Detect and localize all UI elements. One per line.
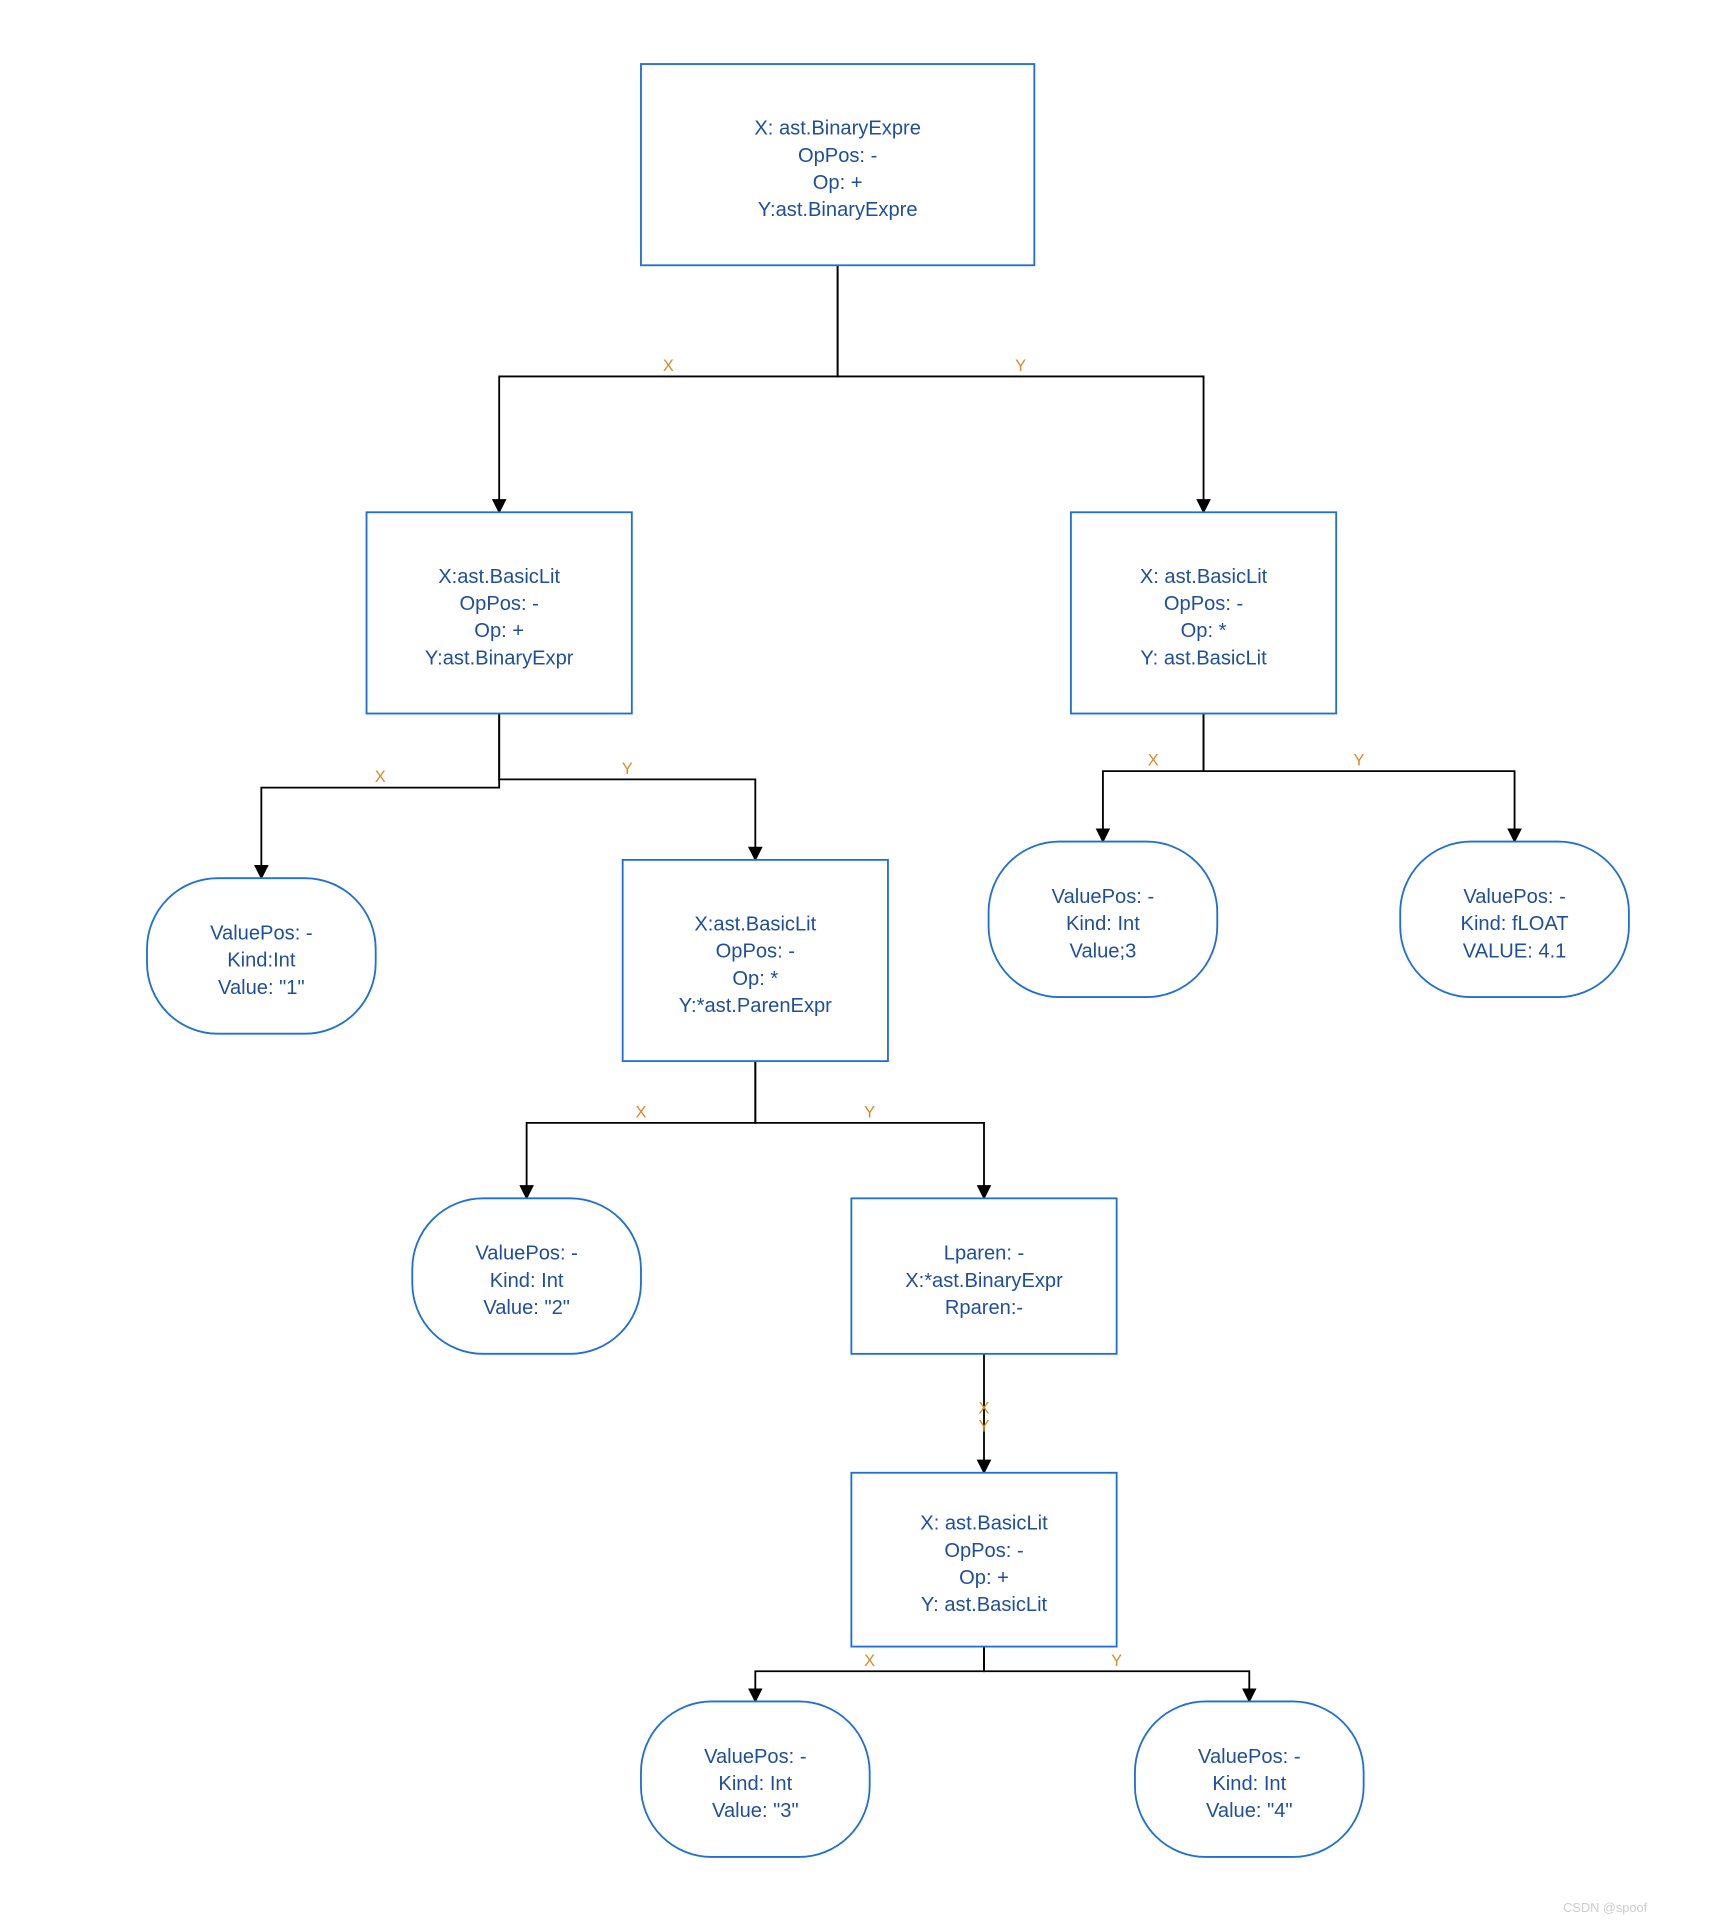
edge-label: Y xyxy=(622,760,633,778)
tree-node: X: ast.BinaryExpre OpPos: - Op: + Y:ast.Bin… xyxy=(641,64,1034,265)
node-line: Op: + xyxy=(813,172,863,194)
node-line: ValuePos: - xyxy=(704,1746,806,1768)
node-line: Rparen:- xyxy=(945,1297,1023,1319)
tree-node: X:ast.BasicLit OpPos: - Op: + Y:ast.BinaryE… xyxy=(367,512,632,713)
node-line: Value: "4" xyxy=(1206,1800,1293,1822)
node-line: X:*ast.BinaryExpr xyxy=(905,1270,1063,1292)
tree-edge xyxy=(755,1061,984,1198)
node-line: Value: "3" xyxy=(712,1800,799,1822)
node-line: Y:*ast.ParenExpr xyxy=(679,995,832,1017)
node-line: Op: + xyxy=(474,620,524,642)
edge-label: Y xyxy=(1111,1652,1122,1670)
tree-node: ValuePos: - Kind: Int Value;3 xyxy=(989,842,1218,998)
node-line: OpPos: - xyxy=(944,1540,1023,1562)
tree-node: X: ast.BasicLit OpPos: - Op: * Y: ast.Basic… xyxy=(1071,512,1336,713)
node-line: Kind: Int xyxy=(1212,1773,1286,1795)
node-line: Kind: fLOAT xyxy=(1461,913,1569,935)
node-line: ValuePos: - xyxy=(210,923,312,945)
node-line: OpPos: - xyxy=(798,145,877,167)
ast-tree-diagram: XYXYXYXYXYXY X: ast.BinaryExpreOpPos: -O… xyxy=(0,0,1732,1921)
edge-label: X xyxy=(1148,752,1159,770)
tree-node: ValuePos: - Kind: fLOAT VALUE: 4.1 xyxy=(1400,842,1629,998)
tree-node: X:ast.BasicLit OpPos: - Op: * Y:*ast.ParenE… xyxy=(623,860,888,1061)
tree-edge xyxy=(838,265,1204,512)
node-line: OpPos: - xyxy=(1164,593,1243,615)
node-line: Y:ast.BinaryExpr xyxy=(425,647,574,669)
node-line: Kind: Int xyxy=(718,1773,792,1795)
node-line: Kind: Int xyxy=(490,1270,564,1292)
node-line: OpPos: - xyxy=(716,941,795,963)
node-line: ValuePos: - xyxy=(1463,886,1565,908)
node-line: Op: + xyxy=(959,1567,1009,1589)
tree-edge xyxy=(261,714,499,879)
node-line: X: ast.BinaryExpre xyxy=(754,118,921,140)
node-line: Op: * xyxy=(1181,620,1227,642)
node-line: ValuePos: - xyxy=(1052,886,1154,908)
edge-label: X xyxy=(979,1399,990,1417)
node-line: X: ast.BasicLit xyxy=(1140,566,1268,588)
edge-label: Y xyxy=(864,1103,875,1121)
tree-node: ValuePos: - Kind: Int Value: "3" xyxy=(641,1701,870,1857)
tree-edge xyxy=(527,1061,756,1198)
watermark-text: CSDN @spoof xyxy=(1563,1900,1648,1915)
edge-label: X xyxy=(864,1652,875,1670)
tree-edge xyxy=(1103,714,1204,842)
tree-node: ValuePos: - Kind:Int Value: "1" xyxy=(147,878,376,1034)
tree-node: ValuePos: - Kind: Int Value: "2" xyxy=(412,1198,641,1354)
node-line: Value: "2" xyxy=(483,1297,570,1319)
tree-edge xyxy=(499,714,755,860)
node-line: ValuePos: - xyxy=(475,1243,577,1265)
node-line: Y:ast.BinaryExpre xyxy=(758,199,918,221)
node-line: X:ast.BasicLit xyxy=(438,566,560,588)
node-line: Y: ast.BasicLit xyxy=(921,1594,1048,1616)
node-line: Kind:Int xyxy=(227,950,296,972)
node-line: Kind: Int xyxy=(1066,913,1140,935)
tree-node: Lparen: - X:*ast.BinaryExpr Rparen:- xyxy=(851,1198,1116,1354)
node-line: X: ast.BasicLit xyxy=(920,1513,1048,1535)
tree-edge xyxy=(1204,714,1515,842)
tree-node: ValuePos: - Kind: Int Value: "4" xyxy=(1135,1701,1364,1857)
node-line: OpPos: - xyxy=(460,593,539,615)
edge-label: X xyxy=(663,357,674,375)
node-line: Y: ast.BasicLit xyxy=(1140,647,1267,669)
edge-label: X xyxy=(635,1103,646,1121)
edge-label: X xyxy=(375,768,386,786)
edge-label: Y xyxy=(1015,357,1026,375)
tree-node: X: ast.BasicLit OpPos: - Op: + Y: ast.Basic… xyxy=(851,1473,1116,1647)
node-line: X:ast.BasicLit xyxy=(694,913,816,935)
node-line: Value: "1" xyxy=(218,977,305,999)
edge-label: Y xyxy=(1354,752,1365,770)
node-line: VALUE: 4.1 xyxy=(1463,940,1567,962)
node-line: ValuePos: - xyxy=(1198,1746,1300,1768)
nodes-layer: X: ast.BinaryExpre OpPos: - Op: + Y:ast.Bin… xyxy=(147,64,1629,1857)
tree-edge xyxy=(499,265,837,512)
node-line: Op: * xyxy=(732,968,778,990)
node-line: Value;3 xyxy=(1070,940,1137,962)
node-line: Lparen: - xyxy=(944,1243,1025,1265)
edge-label: Y xyxy=(979,1418,990,1436)
